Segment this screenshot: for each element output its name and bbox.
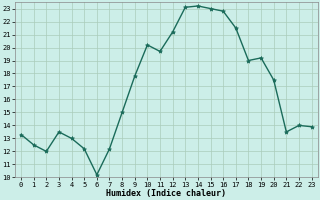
X-axis label: Humidex (Indice chaleur): Humidex (Indice chaleur) [106,189,226,198]
